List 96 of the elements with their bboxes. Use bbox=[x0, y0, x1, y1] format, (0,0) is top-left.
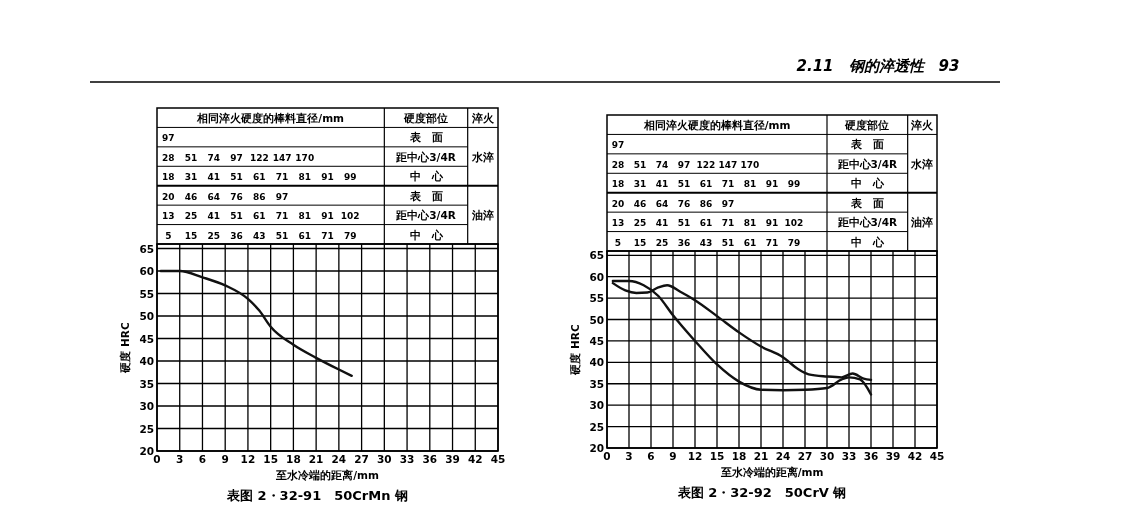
x-tick-label: 39 bbox=[445, 453, 460, 465]
text: 中 心 bbox=[850, 235, 885, 248]
x-tick-label: 24 bbox=[775, 450, 791, 462]
x-tick-label: 12 bbox=[240, 453, 256, 465]
text: 表 面 bbox=[408, 189, 443, 202]
text: 淬火 bbox=[470, 111, 495, 124]
x-tick-label: 30 bbox=[377, 453, 392, 465]
text: 18 31 41 51 61 71 81 91 99 bbox=[162, 172, 357, 183]
y-tick-label: 35 bbox=[589, 377, 604, 390]
text: 距中心3/4R bbox=[836, 216, 898, 229]
x-tick-label: 42 bbox=[467, 453, 483, 465]
x-tick-label: 27 bbox=[797, 450, 813, 462]
y-tick-label: 50 bbox=[139, 310, 154, 322]
text: 13 25 41 51 61 71 81 91 102 bbox=[162, 211, 360, 222]
text: 距中心3/4R bbox=[395, 209, 456, 222]
y-tick-label: 30 bbox=[139, 400, 154, 412]
text: 硬度部位 bbox=[403, 111, 449, 124]
text: 中 心 bbox=[409, 228, 444, 241]
text: 中 心 bbox=[409, 170, 444, 183]
y-tick-label: 25 bbox=[589, 420, 604, 433]
text: 5 15 25 36 43 51 61 71 79 bbox=[614, 237, 801, 248]
x-tick-label: 15 bbox=[709, 450, 725, 462]
text: 相同淬火硬度的棒料直径/mm bbox=[642, 118, 791, 131]
y-tick-label: 45 bbox=[139, 332, 154, 345]
x-tick-label: 33 bbox=[841, 450, 857, 462]
text: 油淬 bbox=[470, 208, 494, 221]
text: 5 15 25 36 43 51 61 71 79 bbox=[165, 230, 357, 241]
text: 表图 2・32-92 50CrV 钢 bbox=[676, 485, 847, 500]
text: 淬火 bbox=[910, 118, 935, 131]
x-tick-label: 0 bbox=[153, 453, 161, 465]
y-tick-label: 20 bbox=[139, 445, 154, 457]
x-tick-label: 39 bbox=[885, 450, 901, 462]
text: 97 bbox=[721, 198, 735, 209]
y-tick-label: 25 bbox=[139, 422, 154, 435]
x-tick-label: 42 bbox=[907, 450, 923, 462]
x-tick-label: 24 bbox=[331, 453, 347, 465]
y-tick-label: 30 bbox=[589, 399, 604, 412]
y-tick-label: 55 bbox=[139, 287, 154, 300]
y-tick-label: 20 bbox=[589, 442, 604, 454]
x-tick-label: 45 bbox=[929, 450, 945, 462]
y-tick-label: 50 bbox=[589, 313, 604, 326]
text: 表 面 bbox=[849, 138, 884, 151]
y-tick-label: 35 bbox=[139, 377, 154, 390]
x-tick-label: 18 bbox=[286, 453, 301, 465]
y-axis-title: 硬度 HRC bbox=[119, 322, 131, 374]
x-tick-label: 9 bbox=[669, 450, 677, 462]
text: 18 31 41 51 61 71 81 91 99 bbox=[611, 179, 801, 190]
text: 13 25 41 51 61 71 81 91 102 bbox=[611, 218, 804, 229]
text: 距中心3/4R bbox=[836, 157, 898, 170]
text: 97 bbox=[275, 191, 289, 202]
text: 油淬 bbox=[910, 215, 934, 228]
x-tick-label: 3 bbox=[625, 450, 633, 462]
y-tick-label: 45 bbox=[589, 334, 604, 347]
x-tick-label: 36 bbox=[863, 450, 879, 462]
y-tick-label: 55 bbox=[589, 292, 604, 305]
y-axis-title: 硬度 HRC bbox=[569, 324, 581, 376]
text: 相同淬火硬度的棒料直径/mm bbox=[196, 111, 345, 124]
text: 硬度部位 bbox=[844, 118, 890, 131]
y-tick-label: 65 bbox=[139, 242, 154, 255]
text: 中 心 bbox=[850, 177, 885, 190]
x-tick-label: 21 bbox=[753, 450, 769, 462]
text: 水淬 bbox=[470, 150, 494, 163]
x-tick-label: 33 bbox=[399, 453, 415, 465]
x-axis-title: 至水冷端的距离/mm bbox=[275, 469, 379, 481]
x-tick-label: 3 bbox=[176, 453, 184, 465]
x-tick-label: 45 bbox=[490, 453, 506, 465]
x-tick-label: 6 bbox=[647, 450, 655, 462]
text: 表 面 bbox=[408, 131, 443, 144]
x-axis-title: 至水冷端的距离/mm bbox=[719, 466, 824, 478]
y-tick-label: 60 bbox=[139, 265, 154, 277]
y-tick-label: 40 bbox=[139, 355, 154, 367]
x-tick-label: 18 bbox=[731, 450, 747, 462]
text: 2.11 钢的淬透性 93 bbox=[796, 57, 960, 75]
text: 28 51 74 97 122 147 170 bbox=[611, 159, 760, 170]
x-tick-label: 12 bbox=[687, 450, 703, 462]
x-tick-label: 15 bbox=[263, 453, 278, 465]
text: 97 bbox=[611, 140, 625, 151]
x-tick-label: 21 bbox=[308, 453, 324, 465]
x-tick-label: 0 bbox=[603, 450, 611, 462]
text: 距中心3/4R bbox=[395, 150, 456, 163]
line-series bbox=[159, 269, 353, 378]
text: 20 46 64 76 86 bbox=[611, 198, 713, 209]
text: 97 bbox=[162, 133, 175, 144]
x-tick-label: 6 bbox=[198, 453, 207, 465]
text: 28 51 74 97 122 147 170 bbox=[162, 152, 315, 163]
x-tick-label: 36 bbox=[422, 453, 438, 465]
x-tick-label: 27 bbox=[354, 453, 369, 465]
y-tick-label: 65 bbox=[589, 249, 604, 262]
y-tick-label: 60 bbox=[589, 270, 604, 283]
x-tick-label: 9 bbox=[221, 453, 229, 465]
text: 表 面 bbox=[849, 196, 884, 209]
y-tick-label: 40 bbox=[589, 356, 604, 369]
text: 20 46 64 76 86 bbox=[162, 191, 266, 202]
x-tick-label: 30 bbox=[819, 450, 835, 462]
text: 水淬 bbox=[910, 157, 934, 170]
text: 表图 2・32-91 50CrMn 钢 bbox=[226, 488, 408, 503]
